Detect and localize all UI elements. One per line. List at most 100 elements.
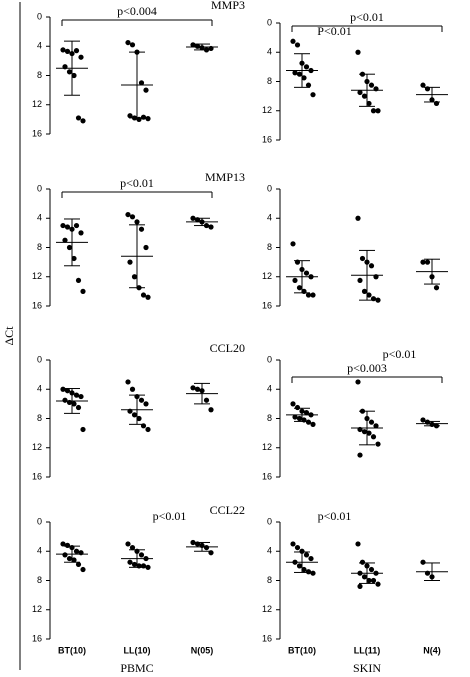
x-axis-label: SKIN [353, 661, 381, 675]
data-point [80, 288, 86, 294]
data-point [138, 552, 145, 558]
panel-title: CCL22 [210, 503, 245, 517]
x-tick-label: N(05) [191, 645, 214, 655]
data-point [308, 555, 314, 562]
y-tick-label: 8 [267, 575, 272, 585]
data-point [190, 385, 196, 391]
data-point [303, 270, 310, 276]
significance-label: p<0.01 [153, 509, 187, 523]
y-axis-label: ΔCt [2, 326, 16, 346]
data-point [134, 219, 140, 225]
data-point [373, 423, 379, 429]
data-point [129, 544, 136, 551]
significance-label: p<0.004 [117, 4, 157, 18]
y-tick-label: 4 [267, 546, 272, 556]
significance-label: p<0.01 [383, 347, 417, 361]
significance-label: p<0.01 [120, 176, 154, 190]
data-point [64, 224, 71, 230]
data-point [73, 548, 80, 554]
y-tick-label: 0 [267, 183, 272, 193]
data-point [294, 404, 301, 411]
y-tick-label: 0 [37, 354, 42, 364]
data-point [370, 577, 377, 584]
data-point [375, 108, 381, 114]
y-tick-label: 16 [262, 633, 272, 643]
y-tick-label: 0 [37, 516, 42, 526]
data-point [296, 415, 303, 422]
y-tick-label: 12 [262, 604, 272, 614]
data-point [357, 89, 363, 96]
data-point [375, 581, 381, 587]
data-point [73, 48, 80, 54]
data-point [290, 241, 296, 247]
data-point [361, 288, 368, 294]
data-point [62, 237, 68, 243]
data-point [66, 555, 73, 562]
data-point [78, 230, 84, 236]
data-point [140, 292, 147, 298]
y-tick-label: 16 [32, 471, 42, 481]
y-tick-label: 4 [267, 47, 272, 57]
data-point [145, 426, 151, 433]
y-tick-label: 0 [267, 354, 272, 364]
data-point [303, 64, 310, 70]
data-point [190, 215, 196, 221]
data-point [290, 38, 296, 44]
y-tick-label: 12 [32, 442, 42, 452]
data-point [294, 544, 301, 551]
data-point [296, 71, 303, 77]
data-point [64, 542, 71, 549]
data-point [129, 42, 136, 48]
panel-title: MMP13 [205, 170, 245, 184]
data-point [294, 42, 301, 48]
data-point [125, 39, 131, 46]
data-point [420, 82, 426, 88]
y-tick-label: 0 [267, 516, 272, 526]
data-point [194, 386, 201, 392]
data-point [370, 108, 377, 114]
data-point [80, 118, 86, 124]
x-tick-label: LL(11) [354, 645, 381, 655]
data-point [370, 434, 377, 440]
data-point [357, 277, 363, 284]
data-point [71, 401, 77, 407]
y-tick-label: 8 [267, 242, 272, 252]
data-point [71, 255, 77, 262]
y-tick-label: 16 [32, 633, 42, 643]
data-point [190, 42, 196, 48]
data-point [127, 559, 133, 565]
data-point [62, 397, 68, 403]
data-point [62, 552, 68, 558]
data-point [138, 226, 145, 232]
data-point [305, 82, 312, 88]
y-tick-label: 8 [37, 575, 42, 585]
y-tick-label: 0 [267, 17, 272, 27]
data-point [75, 561, 82, 568]
data-point [368, 566, 375, 573]
data-point [368, 419, 375, 425]
data-point [290, 541, 296, 547]
x-tick-label: LL(10) [124, 645, 151, 655]
data-point [296, 285, 303, 291]
data-point [420, 559, 426, 565]
data-point [361, 429, 368, 435]
significance-label: p<0.01 [350, 10, 384, 24]
y-tick-label: 16 [262, 471, 272, 481]
data-point [71, 72, 77, 79]
y-tick-label: 4 [267, 384, 272, 394]
data-point [355, 215, 361, 221]
data-point [138, 397, 145, 403]
data-point [143, 87, 149, 93]
data-point [80, 566, 86, 573]
data-point [292, 277, 298, 284]
data-point [203, 397, 210, 403]
data-point [310, 570, 316, 576]
data-point [143, 244, 149, 251]
data-point [310, 421, 316, 427]
data-point [131, 561, 138, 568]
x-axis-label: PBMC [120, 661, 153, 675]
data-point [66, 244, 73, 251]
significance-label: p<0.003 [347, 361, 387, 375]
data-point [368, 82, 375, 88]
data-point [310, 92, 316, 98]
